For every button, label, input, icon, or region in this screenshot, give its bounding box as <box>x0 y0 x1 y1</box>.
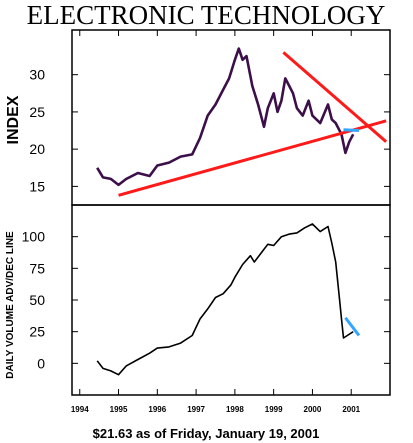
advdec-y-tick-label: 50 <box>29 292 45 308</box>
x-tick-label: 2000 <box>304 405 322 414</box>
x-tick-label: 1997 <box>187 405 205 414</box>
index-y-tick-label: 20 <box>29 141 45 157</box>
index-y-tick-label: 15 <box>29 178 45 194</box>
advdec-panel-frame <box>71 204 391 396</box>
x-tick-label: 1998 <box>226 405 244 414</box>
price-caption: $21.63 as of Friday, January 19, 2001 <box>93 426 320 441</box>
advdec-y-tick-label: 100 <box>22 229 46 245</box>
advdec-axis-label: DAILY VOLUME ADV/DEC LINE <box>5 231 16 379</box>
advdec-y-tick-label: 75 <box>29 260 45 276</box>
index-axis-label: INDEX <box>5 95 22 144</box>
index-y-tick-label: 25 <box>29 104 45 120</box>
resistance-trendline <box>282 51 388 143</box>
advdec-target-line <box>344 316 361 337</box>
index-series-line <box>96 47 355 187</box>
x-tick-label: 2001 <box>342 405 360 414</box>
index-target-line <box>343 128 360 133</box>
advdec-y-tick-label: 0 <box>37 355 45 371</box>
x-tick-label: 1999 <box>265 405 283 414</box>
index-y-tick-label: 30 <box>29 67 45 83</box>
index-y-axis: 15 20 25 30 <box>29 67 390 194</box>
chart-title: ELECTRONIC TECHNOLOGY <box>27 0 386 30</box>
x-tick-label: 1996 <box>148 405 166 414</box>
x-tick-label: 1995 <box>110 405 128 414</box>
x-tick-label: 1994 <box>71 405 89 414</box>
advdec-y-axis: 0 25 50 75 100 <box>22 229 390 371</box>
x-axis: 1994 1995 1996 1997 1998 1999 2000 2001 <box>71 30 361 414</box>
support-trendline <box>118 119 387 197</box>
advdec-series-line <box>96 223 354 376</box>
index-panel-frame <box>71 29 391 206</box>
advdec-y-tick-label: 25 <box>29 324 45 340</box>
